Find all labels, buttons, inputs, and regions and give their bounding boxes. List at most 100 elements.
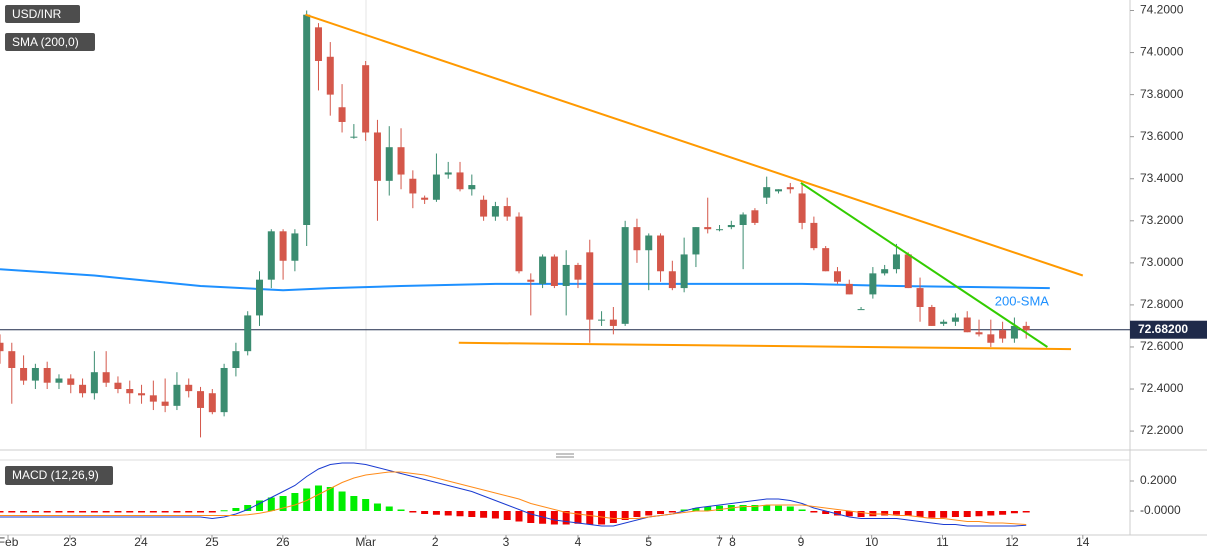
candle-body: [692, 227, 700, 255]
candle-body: [975, 332, 983, 335]
candle-body: [668, 271, 676, 289]
y-tick-label: 73.4000: [1140, 171, 1184, 185]
x-tick-label: 3: [503, 535, 510, 549]
histogram-bar: [916, 511, 924, 517]
y-tick-label: -0.0000: [1140, 503, 1181, 517]
candle-body: [739, 214, 747, 225]
histogram-bar: [468, 511, 476, 517]
macd-line: [0, 471, 1027, 525]
histogram-bar: [0, 511, 4, 513]
histogram-bar: [598, 511, 606, 525]
candle-body: [845, 283, 853, 295]
candle-body: [550, 256, 558, 286]
histogram-bar: [928, 511, 936, 518]
histogram-bar: [822, 511, 830, 514]
candle-body: [232, 351, 240, 368]
histogram-bar: [197, 511, 205, 513]
x-tick-label: 26: [276, 535, 290, 549]
histogram-bar: [432, 511, 440, 515]
x-tick-label: 5: [645, 535, 652, 549]
x-tick-label: 10: [865, 535, 879, 549]
x-tick-label: 11: [936, 535, 949, 549]
histogram-bar: [845, 511, 853, 517]
candle-body: [763, 187, 771, 198]
candle-body: [338, 107, 346, 122]
histogram-bar: [774, 505, 782, 511]
candle-body: [999, 330, 1007, 339]
histogram-bar: [279, 496, 287, 511]
candle-body: [727, 225, 735, 228]
histogram-bar: [716, 505, 724, 511]
histogram-bar: [267, 497, 275, 511]
candle-body: [527, 279, 535, 282]
histogram-bar: [232, 508, 240, 511]
histogram-bar: [515, 511, 523, 522]
y-tick-label: 72.4000: [1140, 381, 1184, 395]
y-tick-label: 73.0000: [1140, 255, 1184, 269]
sma-line: [0, 268, 1050, 292]
histogram-bar: [586, 511, 594, 525]
candle-body: [916, 288, 924, 308]
candle-body: [869, 273, 877, 295]
x-tick-label: 4: [575, 535, 582, 549]
candle-body: [20, 367, 28, 381]
candle-body: [940, 321, 948, 324]
candle-body: [303, 14, 311, 226]
histogram-bar: [1010, 511, 1018, 514]
candle-body: [432, 174, 440, 200]
candle-body: [539, 256, 547, 284]
candle-body: [751, 210, 759, 223]
candle-body: [409, 178, 417, 194]
candle-body: [31, 367, 39, 381]
candle-body: [185, 384, 193, 392]
macd-line: [0, 462, 1027, 527]
histogram-bar: [1022, 511, 1030, 513]
candle-body: [67, 378, 75, 385]
histogram-bar: [904, 511, 912, 516]
candle-body: [79, 384, 87, 394]
candle-body: [373, 132, 381, 181]
candle-body: [798, 193, 806, 223]
candle-body: [208, 393, 216, 413]
candle-body: [444, 172, 452, 175]
histogram-bar: [763, 505, 771, 511]
x-tick-label: 12: [1005, 535, 1019, 549]
histogram-bar: [857, 511, 865, 517]
histogram-bar: [491, 511, 499, 519]
histogram-bar: [833, 511, 841, 516]
legend: USD/INR SMA (200,0) MACD (12,26,9): [5, 5, 113, 485]
resize-handle[interactable]: [556, 453, 574, 458]
candle-body: [480, 199, 488, 217]
histogram-bar: [90, 511, 98, 513]
histogram-bar: [79, 511, 87, 513]
histogram-bar: [810, 511, 818, 513]
histogram-bar: [161, 511, 169, 513]
histogram-bar: [621, 511, 629, 520]
candle-body: [314, 27, 322, 61]
histogram-bar: [385, 506, 393, 511]
histogram-bar: [574, 511, 582, 524]
legend-macd: MACD (12,26,9): [12, 468, 99, 482]
candle-body: [833, 271, 841, 282]
candle-body: [244, 315, 252, 352]
histogram-bar: [126, 511, 134, 513]
candle-body: [881, 269, 889, 274]
legend-box: [5, 466, 113, 485]
histogram-bar: [255, 500, 263, 511]
candle-body: [1022, 325, 1030, 331]
histogram-bar: [102, 511, 110, 513]
histogram-bar: [692, 508, 700, 511]
histogram-bar: [314, 485, 322, 511]
candle-body: [126, 389, 134, 394]
histogram-bar: [527, 511, 535, 523]
histogram-bar: [362, 499, 370, 511]
histogram-bar: [975, 511, 983, 517]
y-tick-label: 72.6000: [1140, 339, 1184, 353]
candle-body: [680, 254, 688, 289]
histogram-bar: [138, 511, 146, 513]
candle-body: [963, 317, 971, 333]
histogram-bar: [940, 511, 948, 518]
histogram-bar: [421, 511, 429, 514]
legend-title: USD/INR: [12, 7, 62, 21]
